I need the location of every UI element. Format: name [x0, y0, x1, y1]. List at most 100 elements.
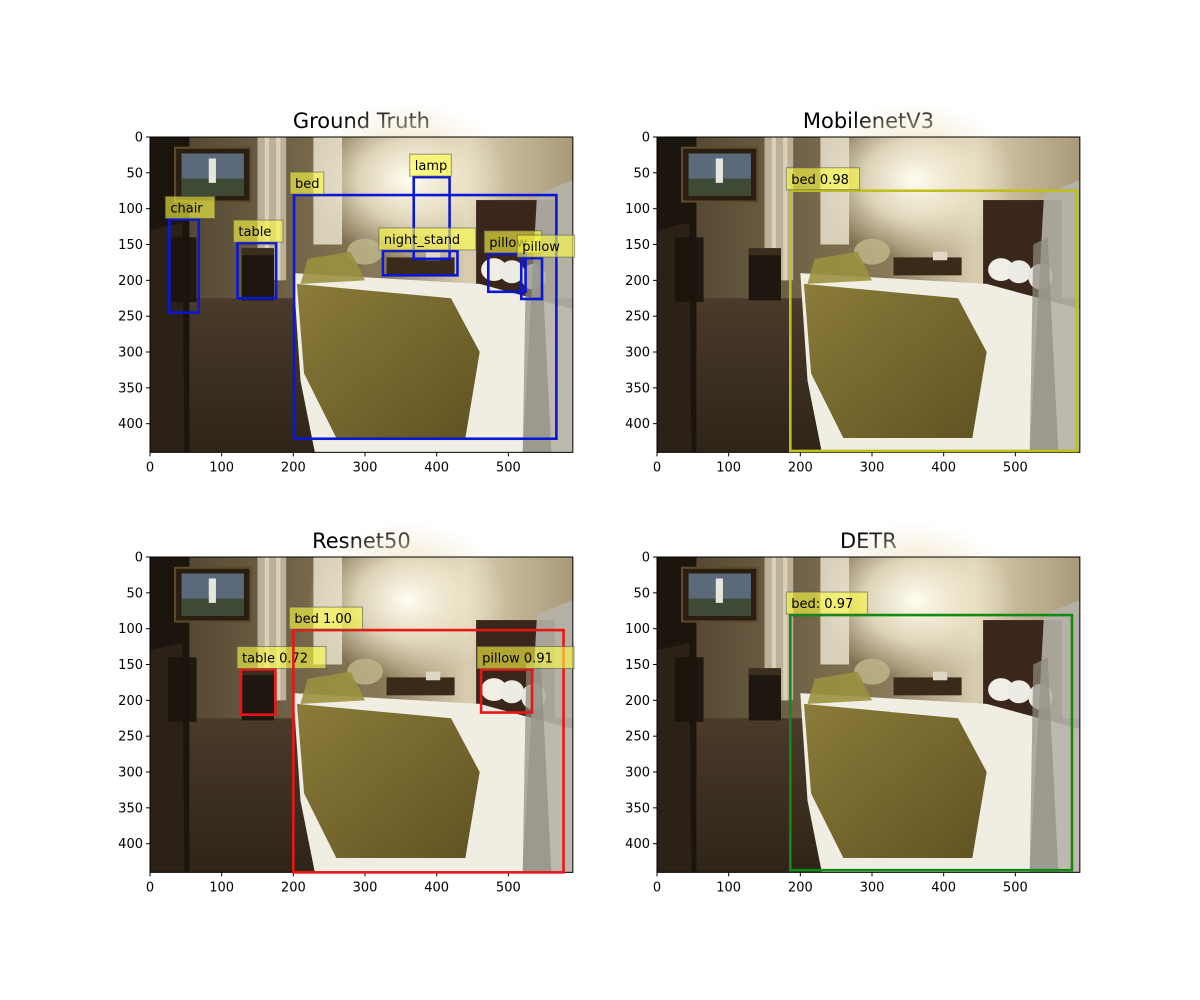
- y-tick-label: 200: [625, 694, 650, 709]
- y-tick-label: 100: [118, 622, 143, 637]
- detection-pillow-0-91: pillow 0.91: [476, 646, 575, 714]
- bounding-box: [292, 628, 565, 874]
- bounding-box: [789, 189, 1079, 453]
- y-tick-label: 250: [625, 730, 650, 745]
- x-tick-label: 100: [209, 460, 234, 475]
- bounding-box: [412, 175, 451, 261]
- box-label-background: [409, 153, 452, 177]
- y-tick-label: 400: [118, 417, 143, 432]
- panel-resnet50: Resnet5001002003004005000501001502002503…: [118, 520, 575, 895]
- detection-chair: chair: [164, 195, 216, 314]
- detection-bed-0-98: bed 0.98: [785, 167, 1079, 453]
- box-label-background: [378, 227, 477, 251]
- box-label-background: [288, 606, 364, 630]
- y-tick-label: 0: [642, 131, 650, 146]
- box-label-background: [476, 646, 575, 670]
- panel-detr: DETR010020030040050005010015020025030035…: [625, 520, 1081, 895]
- y-tick-label: 400: [625, 417, 650, 432]
- bounding-box: [168, 218, 201, 314]
- axes-frame: [149, 136, 574, 453]
- bounding-box: [236, 241, 278, 300]
- x-tick-label: 0: [653, 460, 661, 475]
- bounding-box: [292, 193, 558, 441]
- x-tick-label: 200: [281, 460, 306, 475]
- box-label: bed 1.00: [294, 612, 352, 627]
- y-tick-label: 200: [625, 274, 650, 289]
- x-tick-label: 0: [146, 880, 154, 895]
- y-tick-label: 50: [126, 166, 143, 181]
- y-tick-label: 50: [633, 166, 650, 181]
- y-tick-label: 100: [118, 202, 143, 217]
- bounding-box: [789, 613, 1074, 872]
- box-label: bed: [295, 177, 320, 192]
- box-label: table: [238, 225, 271, 240]
- y-tick-label: 150: [625, 658, 650, 673]
- x-tick-label: 300: [860, 460, 885, 475]
- y-tick-label: 250: [118, 730, 143, 745]
- y-tick-label: 0: [135, 131, 143, 146]
- box-label: bed: 0.97: [791, 597, 853, 612]
- y-tick-label: 0: [642, 551, 650, 566]
- y-tick-label: 250: [625, 310, 650, 325]
- y-tick-label: 50: [633, 586, 650, 601]
- hotel-room-photo: [655, 100, 1081, 454]
- y-tick-label: 150: [118, 238, 143, 253]
- box-label: bed 0.98: [791, 173, 849, 188]
- y-tick-label: 200: [118, 694, 143, 709]
- y-tick-label: 100: [625, 202, 650, 217]
- box-label: night_stand: [384, 233, 460, 248]
- x-tick-label: 400: [931, 880, 956, 895]
- y-tick-label: 350: [118, 381, 143, 396]
- y-tick-label: 150: [118, 658, 143, 673]
- bounding-box: [519, 256, 544, 301]
- box-label: lamp: [415, 159, 448, 174]
- hotel-room-photo: [655, 520, 1081, 874]
- x-tick-label: 100: [716, 880, 741, 895]
- box-label-background: [164, 195, 216, 219]
- box-label-background: [232, 219, 284, 243]
- y-tick-label: 350: [118, 801, 143, 816]
- y-tick-label: 100: [625, 622, 650, 637]
- x-tick-label: 300: [860, 880, 885, 895]
- panel-ground-truth: Ground Truth0100200300400500050100150200…: [118, 100, 576, 475]
- box-label-background: [236, 646, 327, 670]
- detection-night-stand: night_stand: [378, 227, 477, 277]
- x-tick-label: 500: [496, 880, 521, 895]
- detection-pillow: pillow: [516, 234, 576, 301]
- detection-lamp: lamp: [409, 153, 452, 261]
- y-tick-label: 300: [625, 346, 650, 361]
- x-tick-label: 200: [788, 880, 813, 895]
- y-tick-label: 350: [625, 381, 650, 396]
- axes-frame: [656, 136, 1081, 453]
- x-tick-label: 400: [931, 460, 956, 475]
- x-tick-label: 200: [788, 460, 813, 475]
- detection-bed: bed: [289, 171, 558, 441]
- bounding-box: [479, 668, 534, 714]
- detection-bed-1-00: bed 1.00: [288, 606, 565, 874]
- y-tick-label: 50: [126, 586, 143, 601]
- box-label-background: [785, 167, 861, 191]
- y-tick-label: 300: [625, 766, 650, 781]
- y-tick-label: 300: [118, 766, 143, 781]
- box-label-background: [289, 171, 325, 195]
- x-tick-label: 400: [424, 460, 449, 475]
- y-tick-label: 150: [625, 238, 650, 253]
- box-label-background: [785, 591, 868, 615]
- x-tick-label: 200: [281, 880, 306, 895]
- bounding-box: [486, 252, 527, 294]
- bounding-box: [239, 668, 277, 716]
- x-tick-label: 100: [716, 460, 741, 475]
- y-tick-label: 200: [118, 274, 143, 289]
- y-tick-label: 400: [118, 837, 143, 852]
- y-tick-label: 300: [118, 346, 143, 361]
- y-tick-label: 250: [118, 310, 143, 325]
- detection-table: table: [232, 219, 284, 300]
- panel-mobilenetv3: MobilenetV301002003004005000501001502002…: [625, 100, 1081, 475]
- y-tick-label: 400: [625, 837, 650, 852]
- x-tick-label: 0: [146, 460, 154, 475]
- x-tick-label: 0: [653, 880, 661, 895]
- y-tick-label: 0: [135, 551, 143, 566]
- box-label-background: [516, 234, 576, 258]
- hotel-room-photo: [148, 100, 574, 454]
